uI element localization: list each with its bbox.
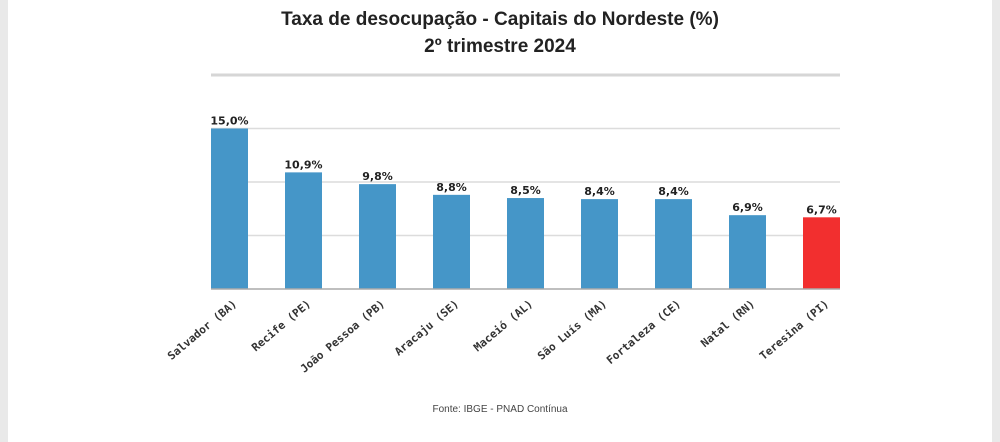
data-label: 10,9% xyxy=(284,158,322,171)
source-note: Fonte: IBGE - PNAD Contínua xyxy=(432,404,568,415)
x-tick-label: Salvador (BA) xyxy=(165,297,239,362)
bar xyxy=(285,172,322,289)
bar xyxy=(211,128,248,289)
data-label: 8,4% xyxy=(584,185,615,198)
x-tick-label: Aracaju (SE) xyxy=(392,297,461,358)
bar xyxy=(729,215,766,289)
x-tick-label: Natal (RN) xyxy=(698,297,757,350)
chart-title: Taxa de desocupação - Capitais do Nordes… xyxy=(281,9,719,30)
bar xyxy=(433,194,470,289)
data-label: 8,8% xyxy=(436,181,467,194)
bar xyxy=(581,199,618,289)
chart-subtitle: 2º trimestre 2024 xyxy=(424,36,576,57)
x-tick-label: Fortaleza (CE) xyxy=(604,297,683,367)
data-label: 6,7% xyxy=(806,203,837,216)
x-tick-label: Recife (PE) xyxy=(249,297,313,354)
bar xyxy=(803,217,840,289)
x-tick-label: São Luís (MA) xyxy=(535,297,609,362)
data-label: 8,4% xyxy=(658,185,689,198)
x-tick-label: Teresina (PI) xyxy=(757,297,831,362)
bar xyxy=(359,184,396,289)
bar xyxy=(655,199,692,289)
data-label: 9,8% xyxy=(362,170,393,183)
data-label: 15,0% xyxy=(210,115,248,128)
data-label: 8,5% xyxy=(510,184,541,197)
data-label: 6,9% xyxy=(732,201,763,214)
bar xyxy=(507,198,544,289)
x-tick-label: Maceió (AL) xyxy=(471,297,535,354)
